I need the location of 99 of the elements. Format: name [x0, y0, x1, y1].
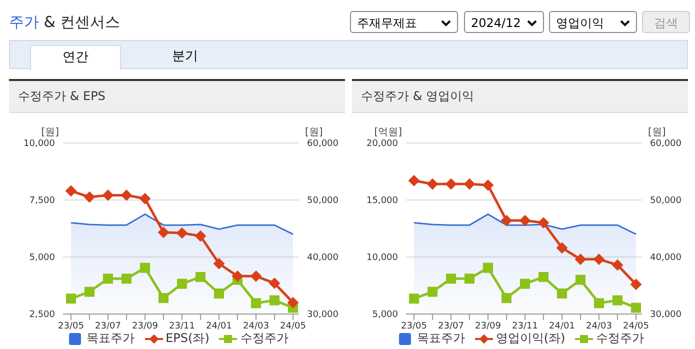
y-tick-label: 2,500	[29, 310, 56, 320]
text: 주재무제표	[350, 11, 458, 33]
point	[102, 190, 114, 201]
point	[214, 288, 224, 298]
legend-label: 영업이익(좌)	[494, 330, 566, 347]
point	[538, 217, 549, 228]
text: 검색	[642, 11, 690, 33]
x-tick-label: 24/01	[206, 321, 232, 332]
x-tick-label: 23/11	[169, 321, 195, 332]
point	[408, 175, 420, 186]
text: 연간	[30, 45, 121, 70]
point	[250, 270, 262, 282]
point	[538, 272, 548, 282]
point	[557, 288, 567, 298]
point	[594, 298, 604, 308]
point	[446, 274, 456, 284]
y-tick-label: 5,000	[29, 253, 56, 264]
point	[251, 298, 261, 308]
point	[630, 278, 642, 290]
y-tick-label: 5,000	[372, 310, 398, 320]
y2-tick-label: 60,000	[307, 139, 339, 150]
text: 분기	[171, 48, 199, 66]
text: 2024/12	[464, 11, 544, 33]
point	[520, 215, 530, 226]
x-tick-label: 24/01	[549, 321, 575, 332]
point	[288, 297, 298, 308]
y-tick-label: 20,000	[366, 139, 398, 150]
x-tick-label: 23/07	[438, 321, 464, 332]
point	[270, 295, 280, 306]
point	[158, 293, 168, 304]
y2-axis-title: [원]	[305, 127, 323, 138]
point	[196, 272, 206, 282]
point	[464, 274, 474, 284]
point	[612, 259, 623, 270]
x-tick-label: 23/11	[512, 321, 538, 332]
point	[427, 178, 438, 190]
point	[520, 278, 530, 289]
point	[428, 286, 438, 297]
point	[631, 302, 641, 313]
point	[575, 254, 586, 265]
point	[66, 294, 76, 304]
point	[576, 274, 586, 285]
y-tick-label: 7,500	[29, 196, 56, 206]
point	[214, 258, 224, 270]
point	[121, 190, 132, 201]
y2-tick-label: 30,000	[307, 310, 339, 320]
point	[103, 274, 113, 284]
legend-label: 목표주가	[86, 330, 135, 347]
x-tick-label: 24/03	[243, 321, 269, 332]
x-tick-label: 23/09	[132, 321, 158, 332]
y2-tick-label: 40,000	[650, 253, 682, 264]
legend-label: EPS(좌)	[164, 330, 210, 347]
point	[232, 270, 243, 282]
legend-label: 수정주가	[239, 330, 288, 347]
x-tick-label: 23/05	[58, 321, 84, 332]
point	[446, 178, 456, 190]
y-axis-title: [원]	[41, 127, 60, 138]
legend-label: 목표주가	[416, 330, 465, 347]
y2-axis-title: [원]	[648, 127, 666, 138]
y2-tick-label: 30,000	[650, 310, 682, 320]
point	[177, 278, 187, 289]
point	[84, 192, 95, 203]
point	[482, 180, 494, 191]
x-tick-label: 24/05	[280, 321, 306, 332]
point	[66, 185, 76, 196]
point	[594, 254, 604, 265]
x-tick-label: 24/03	[586, 321, 612, 332]
text: 주가 & 컨센서스	[9, 13, 120, 31]
x-tick-label: 24/05	[623, 321, 649, 332]
legend-label: 수정주가	[595, 330, 644, 347]
point	[195, 230, 206, 242]
text: 영업이익	[549, 11, 637, 33]
point	[176, 228, 188, 239]
point	[612, 295, 622, 306]
point	[501, 215, 512, 226]
x-tick-label: 23/05	[401, 321, 427, 332]
point	[122, 274, 132, 284]
chart-title: 수정주가 & 영업이익	[352, 81, 688, 113]
y-axis-title: [억원]	[374, 127, 402, 138]
point	[556, 242, 568, 254]
y2-tick-label: 50,000	[307, 196, 339, 206]
x-tick-label: 23/07	[95, 321, 121, 332]
y-tick-label: 10,000	[366, 253, 398, 264]
y-tick-label: 15,000	[366, 196, 398, 206]
point	[140, 262, 150, 273]
y2-tick-label: 50,000	[650, 196, 682, 206]
point	[158, 226, 169, 238]
y2-tick-label: 40,000	[307, 253, 339, 264]
point	[502, 293, 512, 304]
point	[84, 286, 94, 297]
point	[464, 178, 475, 190]
point	[140, 193, 150, 204]
point	[269, 278, 280, 289]
point	[409, 294, 419, 304]
y-tick-label: 10,000	[24, 139, 56, 150]
y2-tick-label: 60,000	[650, 139, 682, 150]
chart-title: 수정주가 & EPS	[9, 81, 345, 113]
x-tick-label: 23/09	[475, 321, 502, 332]
point	[483, 262, 493, 273]
